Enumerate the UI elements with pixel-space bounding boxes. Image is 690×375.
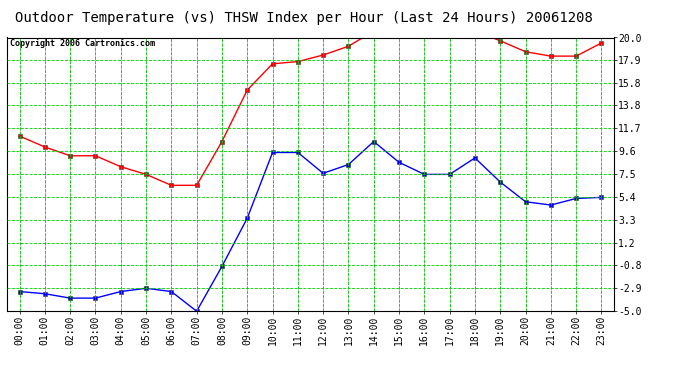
Text: Outdoor Temperature (vs) THSW Index per Hour (Last 24 Hours) 20061208: Outdoor Temperature (vs) THSW Index per … <box>14 11 593 25</box>
Text: Copyright 2006 Cartronics.com: Copyright 2006 Cartronics.com <box>10 39 155 48</box>
